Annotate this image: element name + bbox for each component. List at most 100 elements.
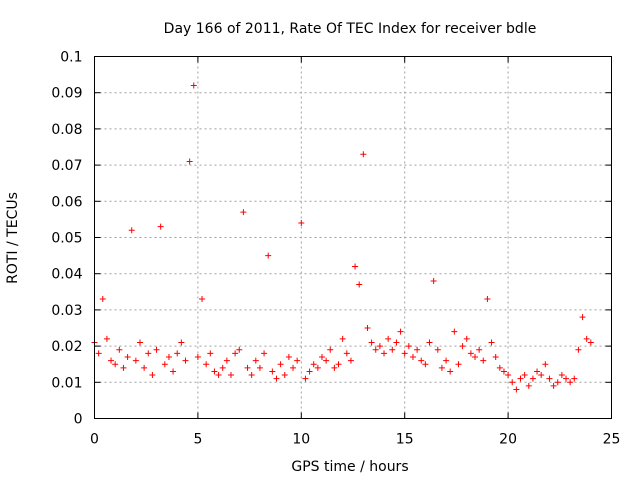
data-point	[161, 361, 168, 368]
data-point	[174, 350, 181, 357]
data-point	[550, 382, 557, 389]
data-point	[405, 343, 412, 350]
data-point	[290, 364, 297, 371]
data-point	[215, 372, 222, 379]
x-tick-label: 25	[603, 432, 621, 448]
data-point	[372, 346, 379, 353]
x-tick-label: 15	[396, 432, 414, 448]
data-point	[223, 357, 230, 364]
data-point	[124, 353, 131, 360]
data-point	[426, 339, 433, 346]
data-point	[484, 296, 491, 303]
data-point	[525, 382, 532, 389]
data-point	[554, 379, 561, 386]
data-point	[542, 361, 549, 368]
data-point	[463, 335, 470, 342]
data-point	[521, 372, 528, 379]
data-point	[277, 361, 284, 368]
data-point	[575, 346, 582, 353]
data-point	[422, 361, 429, 368]
data-point	[401, 350, 408, 357]
data-point	[190, 82, 197, 89]
data-point	[343, 350, 350, 357]
data-point	[492, 353, 499, 360]
data-point	[476, 346, 483, 353]
data-point	[505, 372, 512, 379]
data-point	[323, 357, 330, 364]
data-point	[112, 361, 119, 368]
data-point	[244, 364, 251, 371]
data-point	[335, 361, 342, 368]
data-point	[500, 368, 507, 375]
data-point	[157, 223, 164, 230]
data-point	[385, 335, 392, 342]
data-point	[368, 339, 375, 346]
data-point	[261, 350, 268, 357]
data-point	[352, 263, 359, 270]
data-point	[165, 353, 172, 360]
data-point	[459, 343, 466, 350]
data-point	[248, 372, 255, 379]
data-point	[447, 368, 454, 375]
data-point	[298, 220, 305, 227]
y-tick-label: 0.07	[51, 158, 82, 174]
data-point	[567, 379, 574, 386]
data-point	[434, 346, 441, 353]
x-tick-label: 5	[193, 432, 202, 448]
data-point	[455, 361, 462, 368]
data-point	[186, 158, 193, 165]
data-point	[170, 368, 177, 375]
data-point	[149, 372, 156, 379]
data-point	[273, 375, 280, 382]
y-tick-label: 0.02	[51, 339, 82, 355]
data-point	[95, 350, 102, 357]
data-point	[318, 353, 325, 360]
data-point	[376, 343, 383, 350]
data-point	[203, 361, 210, 368]
data-point	[534, 368, 541, 375]
data-point	[310, 361, 317, 368]
data-point	[327, 346, 334, 353]
chart-title: Day 166 of 2011, Rate Of TEC Index for r…	[164, 21, 537, 37]
data-point	[472, 353, 479, 360]
data-point	[153, 346, 160, 353]
data-point	[414, 346, 421, 353]
data-point	[252, 357, 259, 364]
data-point	[120, 364, 127, 371]
y-axis-label: ROTI / TECUs	[5, 192, 21, 284]
data-point	[227, 372, 234, 379]
y-tick-label: 0.04	[51, 267, 82, 283]
data-point	[132, 357, 139, 364]
x-axis-label: GPS time / hours	[291, 459, 408, 475]
data-point	[116, 346, 123, 353]
y-tick-label: 0	[74, 412, 83, 428]
data-point	[356, 281, 363, 288]
data-point	[339, 335, 346, 342]
data-point	[418, 357, 425, 364]
y-tick-label: 0.03	[51, 303, 82, 319]
data-point	[480, 357, 487, 364]
x-tick-label: 10	[292, 432, 310, 448]
data-point	[509, 379, 516, 386]
data-point	[381, 350, 388, 357]
data-point	[571, 375, 578, 382]
data-point	[269, 368, 276, 375]
data-point	[488, 339, 495, 346]
data-point	[236, 346, 243, 353]
data-point	[364, 325, 371, 331]
data-point	[583, 335, 590, 342]
data-point	[232, 350, 239, 357]
data-point	[579, 314, 586, 321]
data-point	[265, 252, 272, 259]
data-point	[558, 372, 565, 379]
y-tick-label: 0.1	[60, 50, 82, 66]
data-point	[194, 353, 201, 360]
data-point	[438, 364, 445, 371]
data-point	[467, 350, 474, 357]
data-point	[529, 375, 536, 382]
data-point	[207, 350, 214, 357]
data-point	[496, 364, 503, 371]
x-tick-label: 20	[499, 432, 517, 448]
data-point	[211, 368, 218, 375]
